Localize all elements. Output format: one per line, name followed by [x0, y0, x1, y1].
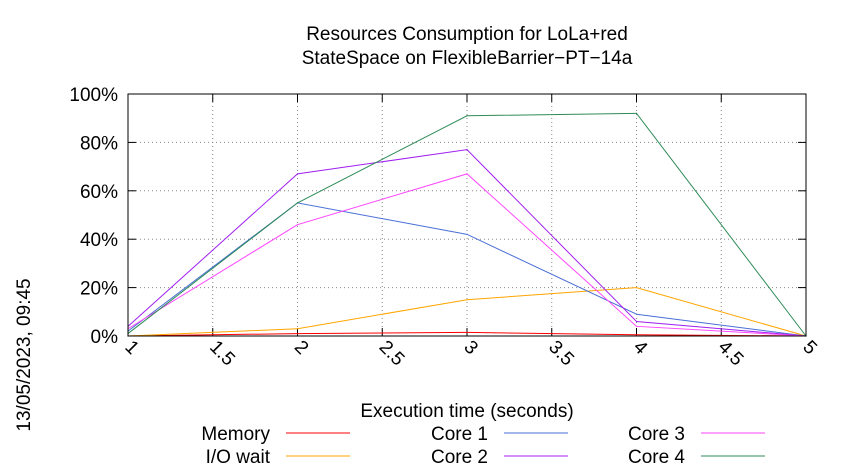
x-tick-label: 2.5: [375, 337, 409, 371]
legend-label: Core 3: [628, 424, 685, 445]
data-point: [635, 325, 638, 327]
x-tick-label: 3.5: [544, 337, 578, 371]
data-point: [296, 332, 299, 335]
data-point: [296, 173, 299, 175]
x-tick-label: 3: [459, 337, 481, 359]
data-point: [635, 334, 638, 336]
x-tick-label: 4: [629, 337, 652, 360]
data-point: [635, 320, 638, 323]
y-tick-label: 100%: [69, 85, 118, 106]
data-point: [466, 149, 468, 151]
legend-label: Core 4: [628, 447, 685, 468]
y-axis-ticks: 0% 20% 40% 60% 80% 100%: [69, 85, 118, 348]
data-point: [635, 287, 638, 289]
legend-label: I/O wait: [206, 447, 271, 468]
x-axis-ticks: 1 1.5 2 2.5 3 3.5 4 4.5 5: [120, 337, 820, 371]
chart-title: Resources Consumption for LoLa+red: [306, 24, 628, 45]
data-point: [635, 112, 638, 114]
data-point: [466, 233, 468, 235]
x-tick-label: 5: [798, 337, 820, 359]
legend-label: Core 1: [431, 424, 488, 445]
y-tick-label: 80%: [80, 133, 118, 154]
data-point: [296, 202, 299, 204]
x-axis-label: Execution time (seconds): [360, 401, 573, 422]
x-tick-label: 2: [290, 337, 312, 359]
series-lines: [127, 112, 807, 337]
legend-label: Core 2: [431, 447, 488, 468]
y-tick-label: 20%: [80, 279, 118, 300]
x-tick-label: 1: [120, 337, 142, 359]
chart-subtitle: StateSpace on FlexibleBarrier−PT−14a: [302, 48, 633, 69]
data-point: [466, 299, 468, 301]
x-tick-label: 4.5: [714, 337, 748, 371]
y-tick-label: 0%: [91, 327, 119, 348]
data-point: [296, 224, 299, 226]
data-point: [296, 328, 299, 330]
plot-border: [127, 93, 807, 337]
data-point: [466, 173, 468, 175]
legend-label: Memory: [201, 424, 270, 445]
x-tick-label: 1.5: [205, 337, 239, 371]
data-point: [466, 331, 468, 333]
timestamp-label: 13/05/2023, 09:45: [14, 278, 35, 431]
y-tick-label: 60%: [80, 182, 118, 203]
data-point: [635, 313, 638, 315]
data-point: [466, 115, 468, 117]
y-tick-label: 40%: [80, 230, 118, 251]
